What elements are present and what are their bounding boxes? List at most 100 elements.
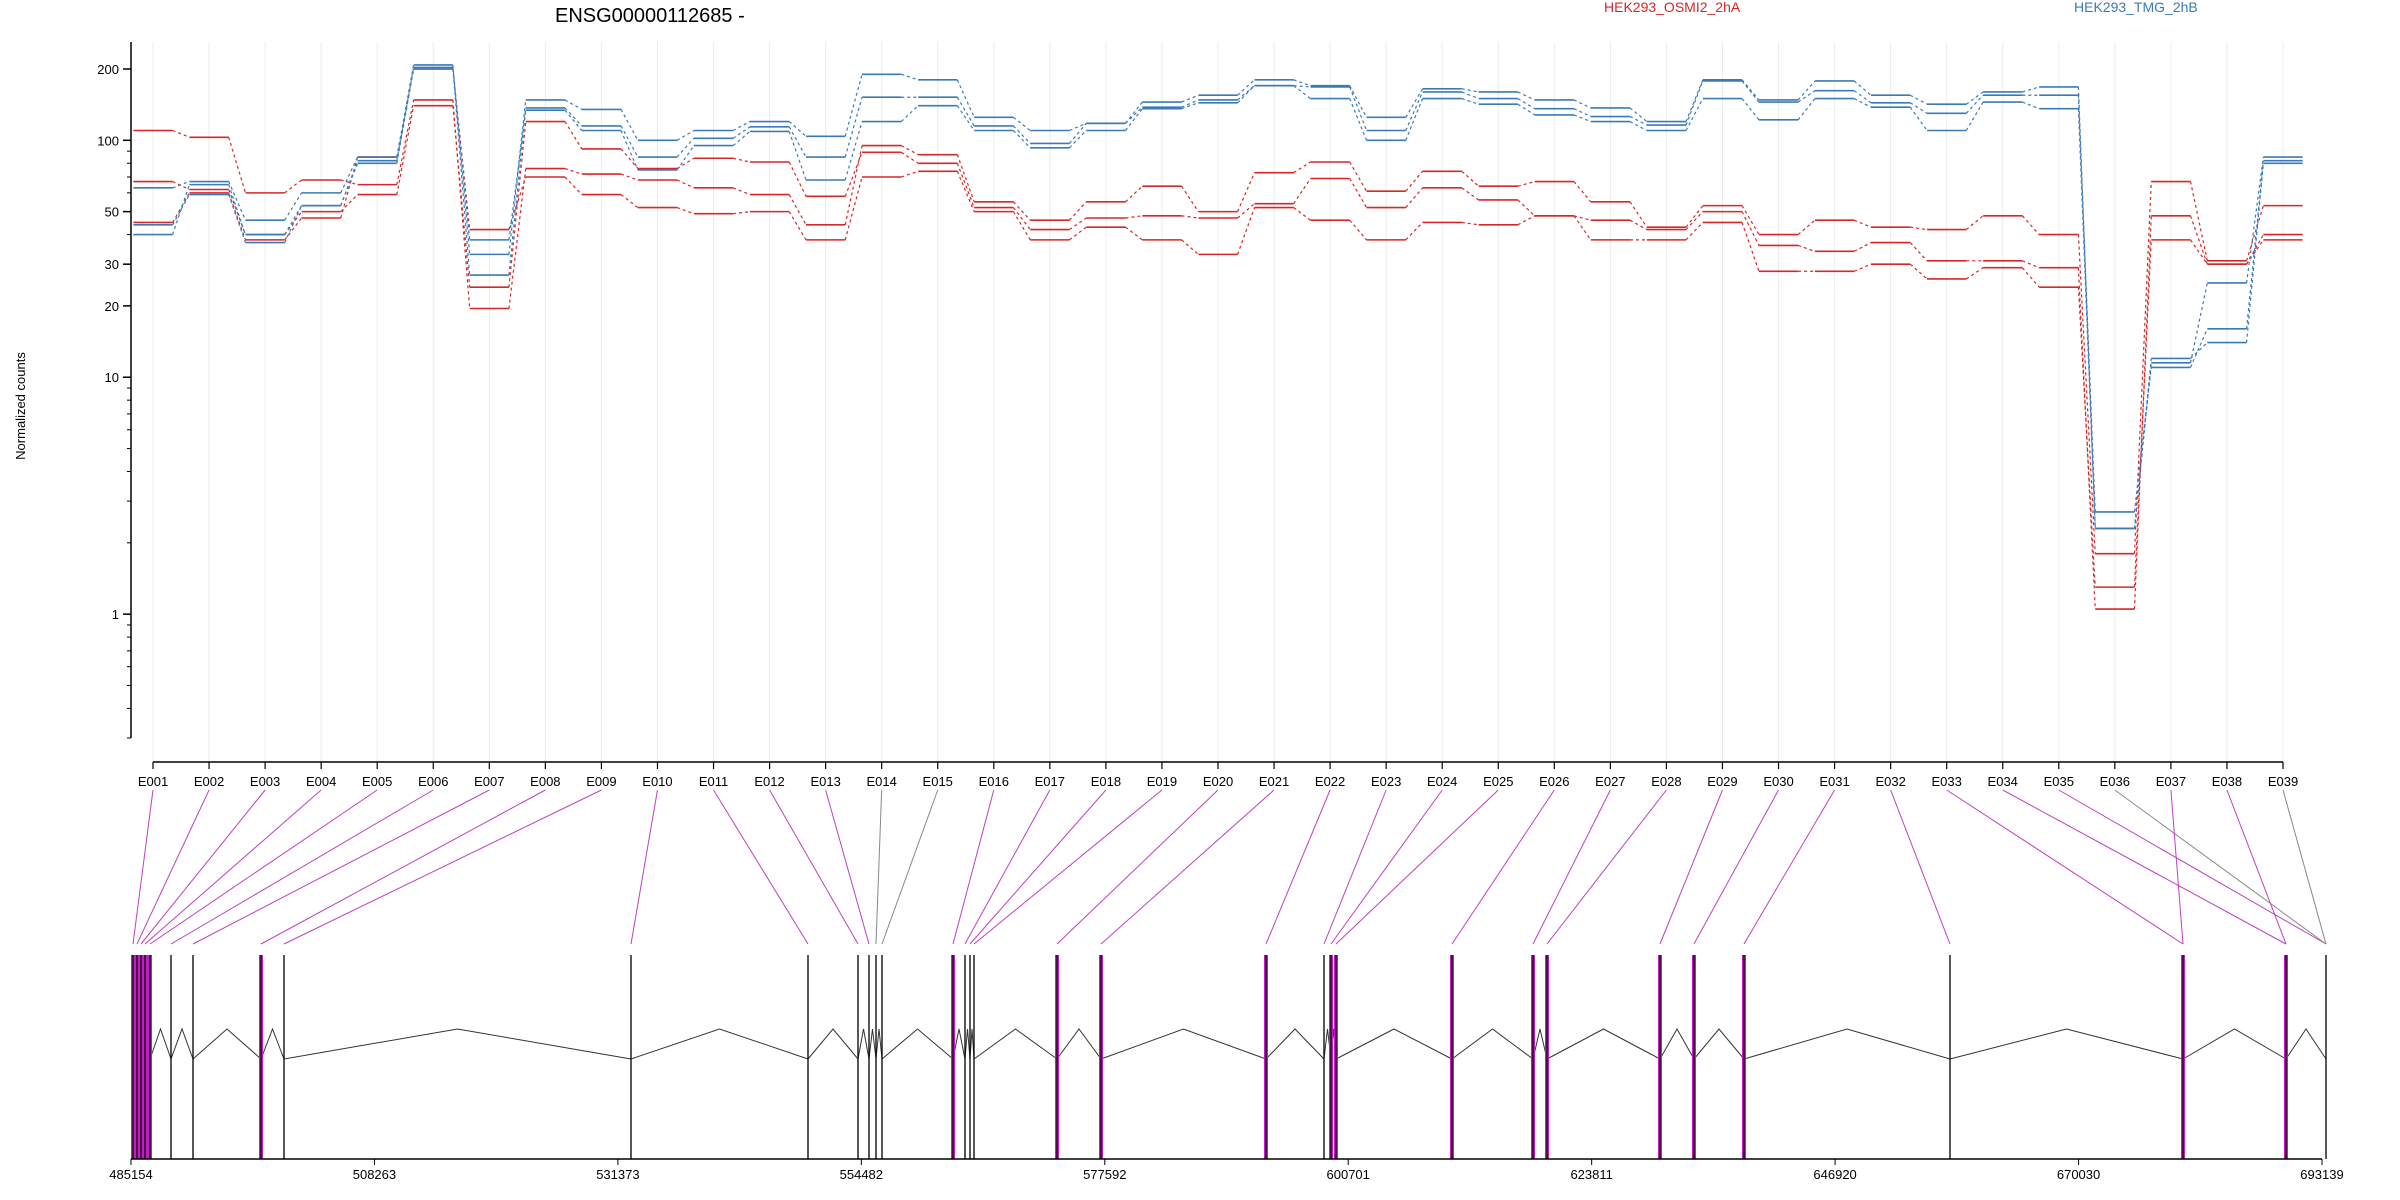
series-6 [133, 68, 2303, 530]
series-connector [340, 194, 359, 213]
series-connector [2189, 215, 2208, 265]
exon-connector [969, 789, 1107, 945]
series-connector [732, 187, 751, 196]
series-connector [1853, 263, 1872, 272]
series-connector [956, 163, 975, 208]
series-connector [1012, 207, 1031, 230]
intron [1532, 1028, 1548, 1060]
x-tick-label: E002 [194, 774, 224, 789]
intron [1100, 1028, 1267, 1060]
intron [170, 1027, 194, 1060]
series-connector [1237, 203, 1255, 219]
exon-connector [1946, 789, 2184, 945]
exon-connector [132, 789, 154, 945]
x-tick-label: E026 [1539, 774, 1569, 789]
series-connector [1853, 98, 1872, 108]
series-connector [1461, 98, 1479, 105]
series-connector [1909, 242, 1928, 262]
x-tick-label: E001 [138, 774, 168, 789]
series-connector [1349, 161, 1368, 192]
series-connector [284, 179, 302, 194]
series-connector [1012, 211, 1031, 241]
series-connector [1853, 242, 1872, 252]
y-axis-label: Normalized counts [13, 352, 28, 460]
series-connector [2077, 86, 2096, 529]
x-tick-label: E032 [1875, 774, 1905, 789]
x-tick-label: E014 [866, 774, 896, 789]
coord-tick-label: 693139 [2300, 1167, 2343, 1182]
series-connector [284, 192, 303, 221]
series-connector [2245, 156, 2264, 284]
intron [1949, 1028, 2184, 1060]
series-connector [284, 217, 303, 241]
intron [283, 1028, 632, 1060]
series-connector [1909, 102, 1928, 114]
intron [857, 1028, 870, 1060]
x-tick-label: E023 [1371, 774, 1401, 789]
series-connector [1909, 106, 1928, 131]
series-connector [452, 99, 471, 309]
series-connector [844, 145, 863, 225]
series-connector [284, 205, 303, 235]
x-axis: E001 E002 E003 E004 E005 E006 E007 E008 E009 E010… [138, 761, 2298, 789]
series-connector [1517, 180, 1535, 187]
series-connector [788, 131, 807, 181]
y-tick-label: 50 [105, 205, 119, 220]
intron [868, 1028, 877, 1060]
x-tick-label: E006 [418, 774, 448, 789]
series-connector [228, 194, 247, 243]
series-connector [1909, 94, 1928, 105]
coord-tick-label: 646920 [1813, 1167, 1856, 1182]
exon-connector [881, 789, 939, 945]
series-connector [508, 107, 527, 276]
intron [1265, 1028, 1325, 1060]
intron [192, 1028, 262, 1060]
series-connector [228, 192, 247, 241]
series-connector [1685, 80, 1704, 126]
exon-connector [283, 789, 602, 945]
intron [2285, 1028, 2327, 1060]
series-connector [1853, 219, 1872, 228]
x-tick-label: E024 [1427, 774, 1457, 789]
intron [260, 1027, 285, 1060]
series-connector [2133, 239, 2152, 588]
x-tick-label: E015 [923, 774, 953, 789]
series-connector [1181, 102, 1199, 110]
series-connector [1125, 215, 1143, 219]
series-connector [508, 121, 527, 288]
exon-connector [952, 789, 995, 945]
intron [875, 1028, 883, 1060]
series-connector [2245, 205, 2264, 261]
series-connector [1293, 178, 1311, 205]
x-tick-label: E021 [1259, 774, 1289, 789]
series-connector [1629, 219, 1648, 231]
series-connector [2133, 358, 2152, 529]
series-connector [2245, 163, 2264, 343]
coord-tick-label: 485154 [109, 1167, 152, 1182]
series-connector [1069, 226, 1087, 241]
series-connector [2245, 160, 2264, 329]
series-connector [676, 129, 695, 141]
series-connector [1405, 88, 1424, 118]
series-connector [2189, 181, 2208, 261]
series-connector [1293, 85, 1311, 88]
x-tick-label: E028 [1651, 774, 1681, 789]
series-connector [1349, 178, 1368, 208]
series-connector [844, 152, 863, 197]
exon-connector [136, 789, 210, 945]
exon-connector [2170, 789, 2184, 945]
series-connector [2021, 267, 2040, 288]
series-connector [452, 67, 471, 276]
x-tick-label: E035 [2044, 774, 2074, 789]
legend-entry-tmg: HEK293_TMG_2hB [2074, 0, 2198, 15]
series-connector [788, 194, 807, 226]
x-tick-label: E017 [1035, 774, 1065, 789]
series-connector [1685, 222, 1704, 241]
series-connector [396, 67, 415, 161]
series-connector [172, 180, 190, 191]
series-connector [788, 161, 807, 197]
coord-tick-label: 623811 [1570, 1167, 1612, 1182]
x-tick-label: E039 [2268, 774, 2298, 789]
x-tick-label: E007 [474, 774, 504, 789]
